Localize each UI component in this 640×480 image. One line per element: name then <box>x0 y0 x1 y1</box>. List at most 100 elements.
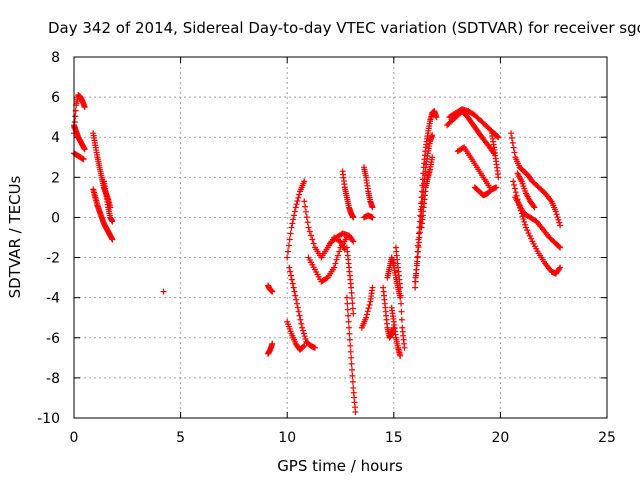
data-point <box>495 134 502 141</box>
x-tick-label: 15 <box>385 430 403 446</box>
data-point <box>343 294 350 301</box>
data-point <box>294 304 301 311</box>
data-point <box>346 330 353 337</box>
data-point <box>522 221 529 228</box>
data-point <box>349 378 356 385</box>
data-point <box>300 330 307 337</box>
data-point <box>366 301 373 308</box>
y-tick-labels: -10 -8 -6 -4 -2 0 2 4 6 8 <box>37 50 60 427</box>
data-point <box>350 310 357 317</box>
data-point <box>365 305 372 312</box>
y-tick-label: -4 <box>46 291 60 307</box>
data-point <box>300 343 307 350</box>
data-point <box>364 308 371 315</box>
data-point <box>508 135 515 142</box>
data-point <box>346 324 353 331</box>
data-point <box>291 212 298 219</box>
data-point <box>429 154 436 161</box>
y-tick-label: 8 <box>51 50 60 66</box>
data-point <box>493 184 500 191</box>
data-point <box>369 284 376 291</box>
data-points <box>71 92 564 415</box>
data-point <box>511 185 518 192</box>
data-point <box>345 312 352 319</box>
data-point <box>349 372 356 379</box>
data-point <box>528 235 535 242</box>
data-point <box>308 232 315 239</box>
data-point <box>510 144 517 151</box>
data-point <box>81 146 88 153</box>
x-axis-title: GPS time / hours <box>277 457 403 475</box>
y-tick-label: -10 <box>37 411 60 427</box>
data-point <box>349 295 356 302</box>
data-point <box>306 228 313 235</box>
data-point <box>555 216 562 223</box>
data-point <box>369 214 376 221</box>
y-tick-label: 4 <box>51 130 60 146</box>
data-point <box>494 133 501 140</box>
data-point <box>81 104 88 111</box>
data-point <box>397 292 404 299</box>
data-point <box>291 208 298 215</box>
data-point <box>349 366 356 373</box>
data-point <box>301 178 308 185</box>
data-point <box>289 280 296 287</box>
data-point <box>288 276 295 283</box>
data-point <box>291 288 298 295</box>
data-point <box>344 300 351 307</box>
data-point <box>525 230 532 237</box>
x-tick-label: 5 <box>176 430 185 446</box>
data-point <box>299 327 306 334</box>
y-tick-label: 6 <box>51 90 60 106</box>
data-point <box>332 260 339 267</box>
x-tick-label: 25 <box>598 430 616 446</box>
data-point <box>347 342 354 349</box>
data-point <box>352 408 359 415</box>
data-point <box>109 218 116 225</box>
data-point <box>401 344 408 351</box>
y-tick-label: 2 <box>51 170 60 186</box>
data-point <box>433 114 440 121</box>
data-point <box>346 336 353 343</box>
data-point <box>269 340 276 347</box>
data-point <box>304 219 311 226</box>
data-point <box>289 220 296 227</box>
data-point <box>292 292 299 299</box>
x-tick-label: 10 <box>278 430 296 446</box>
data-point <box>556 219 563 226</box>
data-point <box>292 204 299 211</box>
data-point <box>294 197 301 204</box>
y-tick-label: -6 <box>46 331 60 347</box>
data-point <box>363 311 370 318</box>
data-point <box>80 156 87 163</box>
data-point <box>509 139 516 146</box>
data-point <box>552 208 559 215</box>
data-point <box>522 224 529 231</box>
data-point <box>557 244 564 251</box>
data-point <box>285 242 292 249</box>
data-point <box>303 214 310 221</box>
data-point <box>553 211 560 218</box>
data-point <box>512 189 519 196</box>
data-point <box>511 181 518 188</box>
data-point <box>72 113 79 120</box>
y-tick-label: 0 <box>51 210 60 226</box>
data-point <box>334 252 341 259</box>
data-point <box>557 222 564 229</box>
data-point <box>557 264 564 271</box>
data-point <box>348 284 355 291</box>
data-point <box>331 264 338 271</box>
data-point <box>363 314 370 321</box>
data-point <box>288 272 295 279</box>
data-point <box>495 174 502 181</box>
data-point <box>429 132 436 139</box>
data-point <box>397 352 404 359</box>
data-point <box>347 348 354 355</box>
data-point <box>349 305 356 312</box>
data-point <box>530 203 537 210</box>
data-point <box>511 149 518 156</box>
data-point <box>294 300 301 307</box>
data-point <box>333 256 340 263</box>
data-point <box>269 288 276 295</box>
